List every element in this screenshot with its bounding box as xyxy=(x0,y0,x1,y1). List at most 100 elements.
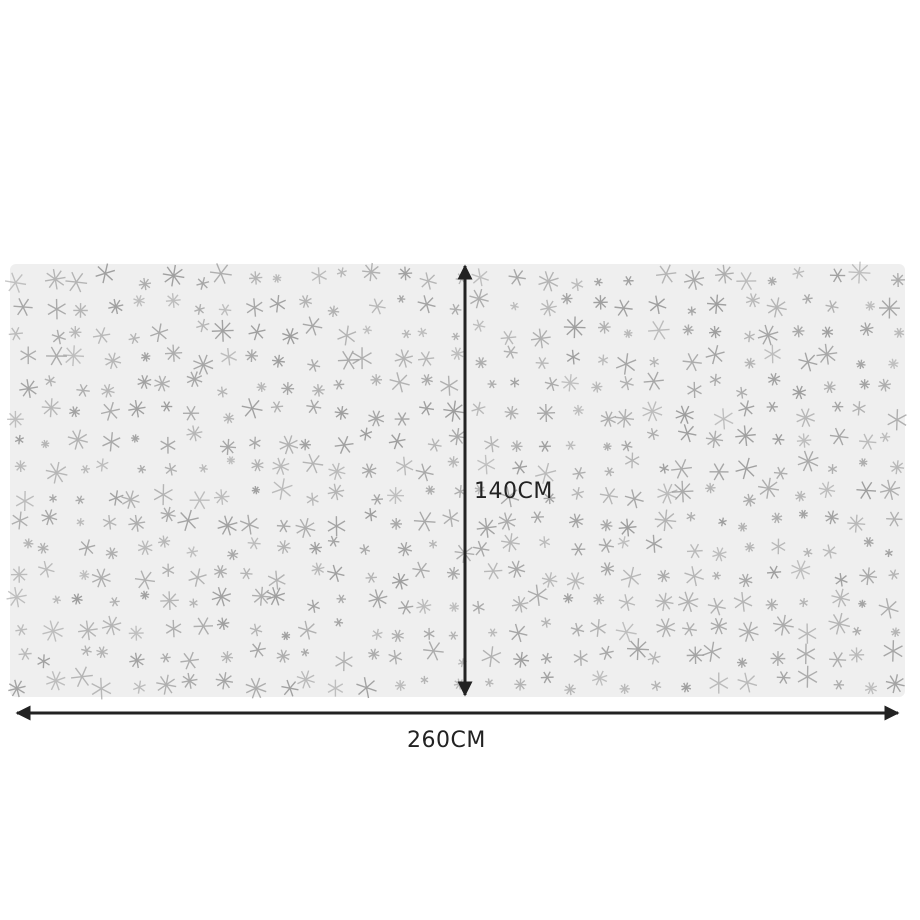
snowflake xyxy=(137,374,152,389)
snowflake xyxy=(96,646,109,659)
snowflake xyxy=(180,651,199,670)
snowflake xyxy=(500,330,517,346)
snowflake xyxy=(832,401,844,412)
snowflake xyxy=(370,374,383,386)
snowflake xyxy=(269,294,286,313)
snowflake xyxy=(773,466,788,480)
snowflake xyxy=(654,509,677,532)
snowflake xyxy=(76,383,90,397)
snowflake xyxy=(535,462,557,485)
snowflake xyxy=(540,617,552,628)
snowflake xyxy=(766,401,778,413)
snowflake xyxy=(186,425,203,442)
snowflake xyxy=(226,456,236,465)
snowflake xyxy=(156,674,177,695)
snowflake xyxy=(708,325,722,339)
snowflake xyxy=(137,540,153,555)
snowflake xyxy=(160,506,176,523)
snowflake xyxy=(504,405,519,420)
snowflake xyxy=(368,298,386,315)
snowflake xyxy=(702,641,722,662)
snowflake xyxy=(327,305,340,318)
snowflake xyxy=(333,379,345,390)
snowflake xyxy=(140,590,150,600)
snowflake xyxy=(878,378,892,392)
snowflake xyxy=(833,679,845,690)
snowflake xyxy=(299,438,311,451)
snowflake xyxy=(165,293,181,308)
snowflake xyxy=(371,493,384,505)
snowflake xyxy=(446,566,460,580)
snowflake xyxy=(241,398,263,419)
snowflake xyxy=(398,266,413,281)
snowflake xyxy=(193,617,214,636)
snowflake xyxy=(599,645,614,660)
snowflake xyxy=(507,560,526,578)
snowflake xyxy=(624,489,644,509)
snowflake xyxy=(177,509,199,531)
snowflake xyxy=(140,352,151,362)
snowflake xyxy=(615,353,637,375)
snowflake xyxy=(154,375,171,392)
snowflake xyxy=(80,464,90,474)
snowflake xyxy=(423,641,444,661)
snowflake xyxy=(211,586,232,607)
snowflake xyxy=(767,372,781,386)
snowflake xyxy=(448,631,458,640)
snowflake xyxy=(101,615,122,636)
snowflake xyxy=(600,562,615,576)
snowflake xyxy=(647,651,661,665)
snowflake xyxy=(128,332,140,345)
snowflake xyxy=(298,294,313,308)
snowflake xyxy=(888,569,900,580)
snowflake xyxy=(213,565,228,579)
snowflake xyxy=(682,324,694,336)
snowflake xyxy=(852,401,866,416)
snowflake xyxy=(311,267,327,285)
snowflake xyxy=(648,295,667,315)
snowflake xyxy=(706,294,727,314)
snowflake xyxy=(327,483,345,501)
snowflake xyxy=(92,327,111,344)
snowflake xyxy=(4,272,27,293)
snowflake xyxy=(365,572,377,584)
snowflake xyxy=(70,666,93,688)
snowflake xyxy=(600,411,617,427)
snowflake xyxy=(417,351,435,367)
snowflake xyxy=(395,456,414,476)
snowflake xyxy=(417,295,436,314)
snowflake xyxy=(164,463,178,476)
snowflake xyxy=(651,680,662,692)
snowflake xyxy=(337,350,359,370)
snowflake xyxy=(568,513,584,529)
snowflake xyxy=(18,647,32,661)
snowflake xyxy=(879,479,901,501)
snowflake xyxy=(514,678,527,691)
snowflake xyxy=(657,569,670,583)
snowflake xyxy=(474,484,485,495)
snowflake xyxy=(738,573,753,588)
snowflake xyxy=(223,412,235,424)
snowflake xyxy=(745,293,761,308)
snowflake xyxy=(797,450,819,472)
snowflake xyxy=(428,539,438,549)
snowflake xyxy=(563,316,586,339)
snowflake xyxy=(538,271,559,292)
snowflake xyxy=(272,457,290,475)
snowflake xyxy=(829,427,849,446)
snowflake xyxy=(671,480,694,503)
snowflake xyxy=(388,432,406,450)
snowflake xyxy=(642,401,663,422)
snowflake xyxy=(744,357,756,369)
snowflake xyxy=(164,344,183,362)
snowflake xyxy=(312,384,325,397)
snowflake xyxy=(799,597,809,608)
snowflake xyxy=(718,517,727,527)
snowflake xyxy=(684,566,705,587)
snowflake xyxy=(427,438,442,452)
snowflake xyxy=(67,429,88,450)
snowflake xyxy=(160,591,179,610)
snowflake xyxy=(709,463,729,481)
snowflake xyxy=(618,518,637,537)
